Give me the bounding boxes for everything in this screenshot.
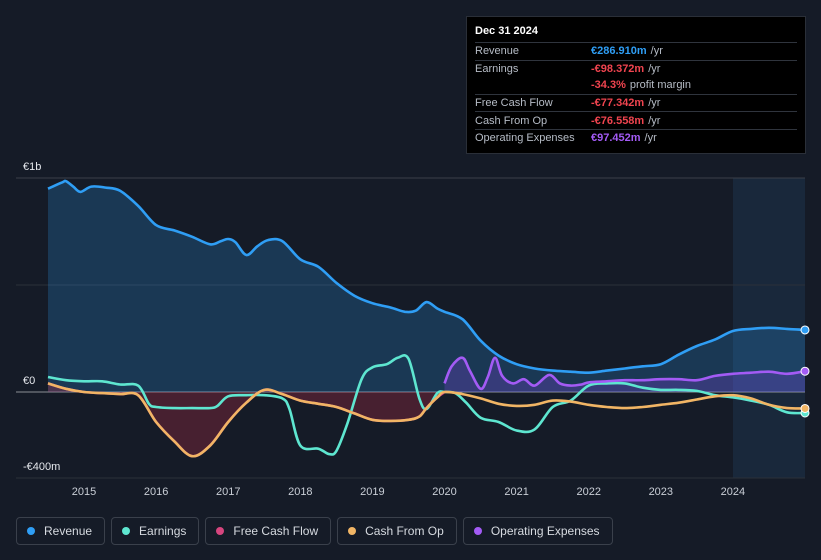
tooltip-unit: profit margin [629, 79, 691, 92]
tooltip-value: -€77.342m [591, 97, 645, 110]
series-areas [48, 180, 805, 457]
y-tick-label-zero: €0 [23, 375, 35, 387]
legend-label: Operating Expenses [490, 524, 600, 538]
operating-expenses-line [443, 356, 806, 391]
legend-dot-icon [27, 527, 35, 535]
legend-item-free-cash-flow[interactable]: Free Cash Flow [205, 517, 332, 545]
tooltip-label: Earnings [475, 62, 519, 75]
cash-from-op-line [47, 382, 806, 458]
revenue-line [47, 179, 806, 375]
series-endpoints [800, 325, 810, 418]
legend-label: Free Cash Flow [233, 524, 319, 538]
cash-from-op-endpoint[interactable] [800, 403, 810, 413]
x-tick-label: 2022 [576, 486, 600, 498]
legend-dot-icon [473, 527, 482, 535]
x-axis-ticks: 2015 2016 2017 2018 2019 2020 2021 2022 2023 2024 [72, 486, 745, 498]
x-tick-label: 2021 [504, 486, 528, 498]
tooltip-unit: /yr [650, 45, 663, 58]
chart: €1b €0 -€400m 2015 2016 2017 2018 2019 2020 20… [16, 161, 810, 498]
legend-dot-icon [348, 527, 357, 535]
x-tick-label: 2016 [144, 486, 168, 498]
revenue-endpoint[interactable] [800, 325, 810, 335]
operating-expenses-endpoint[interactable] [800, 366, 810, 376]
legend: Revenue Earnings Free Cash Flow Cash Fro… [16, 517, 613, 545]
legend-item-revenue[interactable]: Revenue [16, 517, 106, 545]
tooltip-label: Cash From Op [475, 114, 548, 127]
tooltip-unit: /yr [648, 97, 661, 110]
x-tick-label: 2020 [432, 486, 456, 498]
tooltip-value: -34.3% [591, 79, 626, 92]
legend-label: Cash From Op [365, 524, 444, 538]
x-tick-label: 2018 [288, 486, 312, 498]
tooltip-row-free-cash-flow: Free Cash Flow -€77.342m /yr [475, 93, 797, 112]
legend-dot-icon [122, 527, 131, 535]
legend-item-operating-expenses[interactable]: Operating Expenses [462, 517, 613, 545]
operating-expenses-area [444, 357, 805, 392]
tooltip-label: Free Cash Flow [475, 97, 553, 110]
legend-label: Revenue [44, 524, 93, 538]
x-tick-label: 2023 [649, 486, 673, 498]
tooltip-label: Revenue [475, 45, 520, 58]
tooltip-row-operating-expenses: Operating Expenses €97.452m /yr [475, 128, 797, 147]
tooltip-row-profit-margin: -34.3% profit margin [475, 77, 797, 94]
x-tick-label: 2019 [360, 486, 384, 498]
series-lines [47, 179, 806, 458]
tooltip-row-cash-from-op: Cash From Op -€76.558m /yr [475, 111, 797, 129]
tooltip-unit: /yr [648, 62, 661, 75]
tooltip-date: Dec 31 2024 [475, 25, 538, 37]
tooltip-value: €286.910m [591, 45, 647, 58]
x-tick-label: 2017 [216, 486, 240, 498]
tooltip-value: -€76.558m [591, 114, 645, 127]
tooltip-unit: /yr [644, 132, 657, 145]
tooltip-panel: Dec 31 2024 Revenue €286.910m /yr Earnin… [466, 16, 806, 154]
y-tick-label-top: €1b [23, 161, 41, 173]
earnings-line [47, 354, 806, 456]
x-tick-label: 2015 [72, 486, 96, 498]
legend-item-earnings[interactable]: Earnings [111, 517, 200, 545]
x-tick-label: 2024 [721, 486, 745, 498]
y-tick-label-bottom: -€400m [23, 461, 60, 473]
tooltip-row-earnings: Earnings -€98.372m /yr [475, 59, 797, 78]
legend-label: Earnings [139, 524, 187, 538]
tooltip-value: €97.452m [591, 132, 641, 145]
tooltip-row-revenue: Revenue €286.910m /yr [475, 42, 797, 60]
tooltip-value: -€98.372m [591, 62, 645, 75]
tooltip-label: Operating Expenses [475, 132, 575, 145]
legend-dot-icon [216, 527, 225, 535]
revenue-area [48, 180, 805, 392]
legend-item-cash-from-op[interactable]: Cash From Op [337, 517, 457, 545]
tooltip-unit: /yr [648, 114, 661, 127]
